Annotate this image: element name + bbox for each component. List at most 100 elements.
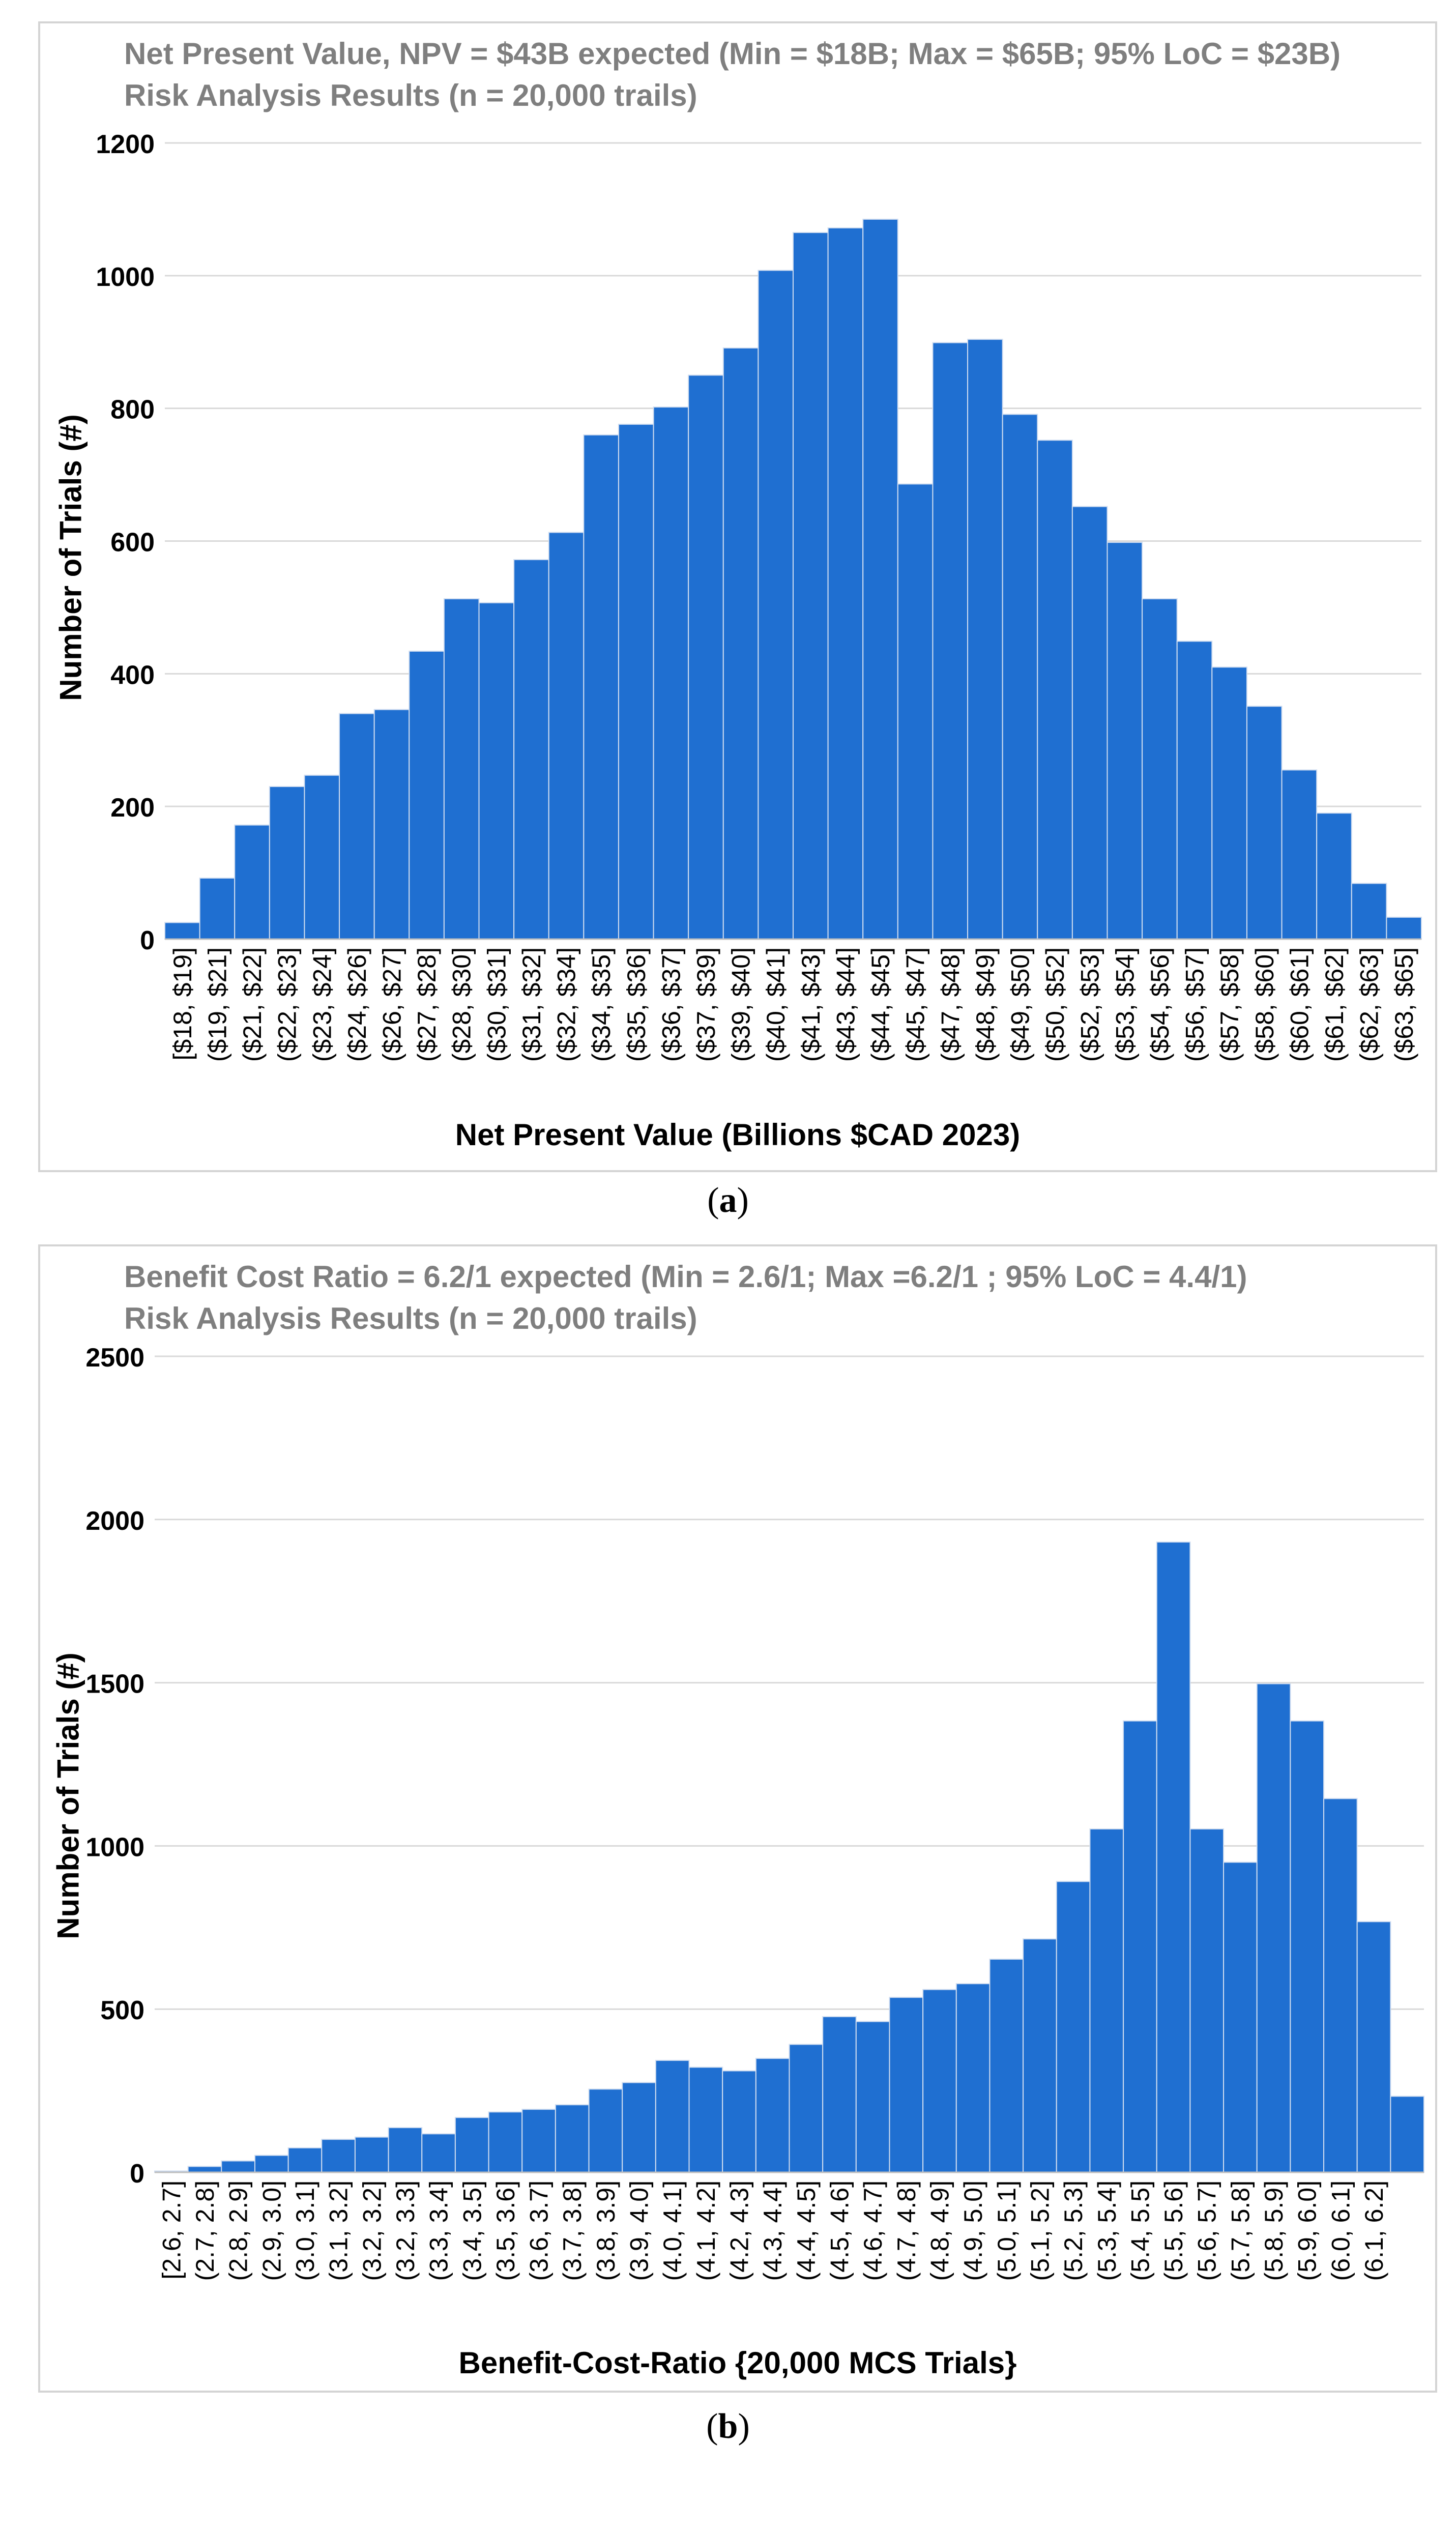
x-tick-label: ($58, $60]: [1250, 947, 1279, 1062]
bar: [269, 786, 305, 940]
bar: [521, 2109, 556, 2173]
x-tick-label: ($49, $50]: [1006, 947, 1034, 1062]
y-tick-label: 2500: [85, 1343, 144, 1373]
x-tick-label: ($54, $56]: [1146, 947, 1174, 1062]
bar: [513, 559, 549, 940]
x-tick-label: (3.7, 3.8]: [558, 2180, 587, 2281]
x-tick-label: ($43, $44]: [831, 947, 860, 1062]
bar: [822, 2016, 857, 2173]
bar: [1290, 1720, 1325, 2173]
bar: [187, 2166, 222, 2173]
bar: [1281, 769, 1318, 940]
bar: [1023, 1938, 1057, 2173]
x-tick-label: ($23, $24]: [308, 947, 336, 1062]
bar: [722, 2070, 756, 2173]
bar: [897, 483, 934, 940]
x-tick-label: ($35, $36]: [622, 947, 651, 1062]
x-tick-label: (4.8, 4.9]: [925, 2180, 954, 2281]
x-tick-label: ($22, $23]: [273, 947, 302, 1062]
bar: [1156, 1541, 1191, 2173]
bar: [1056, 1881, 1091, 2173]
bar: [1037, 440, 1073, 940]
bar: [1256, 1683, 1291, 2173]
chart-subtitle: Risk Analysis Results (n = 20,000 trails…: [124, 78, 697, 112]
bar: [688, 2067, 723, 2173]
x-tick-label: ($53, $54]: [1111, 947, 1139, 1062]
x-tick-label: (5.8, 5.9]: [1260, 2180, 1288, 2281]
chart-subtitle: Risk Analysis Results (n = 20,000 trails…: [124, 1301, 697, 1335]
bar: [688, 374, 724, 940]
x-tick-label: (5.6, 5.7]: [1193, 2180, 1221, 2281]
x-tick-label: ($40, $41]: [762, 947, 790, 1062]
x-tick-label: ($37, $39]: [692, 947, 720, 1062]
bar: [339, 713, 375, 940]
x-tick-label: ($50, $52]: [1041, 947, 1069, 1062]
bar: [321, 2139, 356, 2173]
x-tick-label: ($62, $63]: [1355, 947, 1384, 1062]
x-tick-label: (4.9, 5.0]: [959, 2180, 987, 2281]
bar: [1356, 1921, 1391, 2173]
y-tick-label: 500: [100, 1996, 144, 2025]
bar: [1386, 916, 1422, 940]
bar: [583, 434, 619, 940]
x-tick-label: ($56, $57]: [1181, 947, 1209, 1062]
bar: [373, 709, 410, 940]
bar: [1189, 1828, 1225, 2173]
bar: [655, 2059, 690, 2173]
y-tick-label: 600: [110, 528, 155, 558]
x-tick-label: (5.1, 5.2]: [1026, 2180, 1054, 2281]
x-tick-label: (3.8, 3.9]: [592, 2180, 620, 2281]
x-tick-label: ($57, $58]: [1215, 947, 1244, 1062]
bar: [932, 342, 969, 940]
bar: [488, 2111, 523, 2173]
x-tick-label: (4.6, 4.7]: [859, 2180, 887, 2281]
bar: [862, 218, 898, 940]
bar: [304, 774, 340, 940]
chart-title: Net Present Value, NPV = $43B expected (…: [124, 37, 1341, 71]
x-tick-label: [$18, $19]: [168, 947, 197, 1060]
x-tick-label: ($48, $49]: [971, 947, 1000, 1062]
x-axis-label: Net Present Value (Billions $CAD 2023): [455, 1118, 1021, 1152]
y-tick-label: 1500: [85, 1670, 144, 1699]
bar: [722, 347, 759, 940]
bar: [622, 2082, 656, 2173]
x-tick-label: (5.2, 5.3]: [1059, 2180, 1088, 2281]
x-tick-label: (5.7, 5.8]: [1226, 2180, 1255, 2281]
x-tick-label: (6.1, 6.2]: [1360, 2180, 1388, 2281]
x-tick-label: (3.6, 3.7]: [525, 2180, 554, 2281]
bar: [234, 824, 270, 940]
x-tick-label: (4.4, 4.5]: [792, 2180, 821, 2281]
bar: [618, 423, 654, 940]
bar: [1351, 883, 1387, 940]
chart-panel-b: Benefit Cost Ratio = 6.2/1 expected (Min…: [38, 1244, 1437, 2393]
bar: [1071, 506, 1108, 940]
x-tick-label: (3.4, 3.5]: [458, 2180, 486, 2281]
x-tick-label: ($34, $35]: [587, 947, 616, 1062]
x-tick-label: ($45, $47]: [901, 947, 930, 1062]
bar: [1142, 598, 1178, 940]
bar: [922, 1989, 957, 2173]
histogram-npv: 0 200 400 600 800 1000 1200 [$18, $19] ($19, $21…: [96, 130, 1422, 1062]
x-tick-label: (4.0, 4.1]: [658, 2180, 687, 2281]
x-tick-label: (3.2, 3.2]: [358, 2180, 386, 2281]
x-tick-label: (3.9, 4.0]: [625, 2180, 654, 2281]
bar: [354, 2136, 389, 2173]
bar: [827, 227, 864, 940]
x-tick-label: (3.1, 3.2]: [325, 2180, 353, 2281]
bar: [1390, 2096, 1424, 2173]
x-tick-label: ($39, $40]: [727, 947, 755, 1062]
x-tick-label: (2.9, 3.0]: [257, 2180, 286, 2281]
x-tick-label: ($19, $21]: [203, 947, 231, 1062]
bar: [1002, 414, 1038, 940]
x-tick-label: (4.1, 4.2]: [692, 2180, 720, 2281]
x-tick-label: ($41, $43]: [797, 947, 825, 1062]
bar: [1123, 1720, 1157, 2173]
x-tick-label: (5.5, 5.6]: [1159, 2180, 1188, 2281]
bar: [1246, 706, 1283, 940]
bar: [409, 650, 445, 940]
x-tick-label: (3.2, 3.3]: [391, 2180, 420, 2281]
y-tick-label: 2000: [85, 1506, 144, 1536]
x-tick-label: ($27, $28]: [413, 947, 441, 1062]
x-tick-label: ($44, $45]: [866, 947, 895, 1062]
x-tick-label: (5.9, 6.0]: [1293, 2180, 1322, 2281]
